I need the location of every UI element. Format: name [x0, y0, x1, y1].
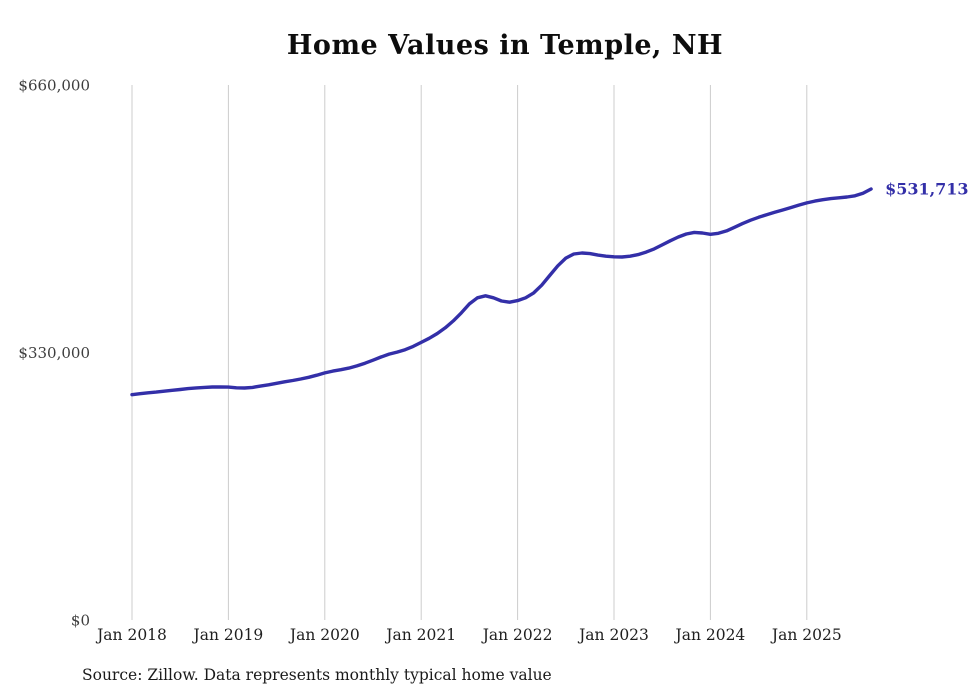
source-note: Source: Zillow. Data represents monthly …	[82, 666, 552, 684]
x-tick-label-jan-2022: Jan 2022	[481, 626, 553, 644]
current-value-label: $531,713	[885, 180, 969, 199]
x-tick-label-jan-2025: Jan 2025	[770, 626, 842, 644]
y-tick-label-330000: $330,000	[18, 344, 90, 362]
x-tick-label-jan-2023: Jan 2023	[577, 626, 649, 644]
x-tick-label-jan-2018: Jan 2018	[95, 626, 167, 644]
chart-title: Home Values in Temple, NH	[286, 30, 724, 61]
y-tick-label-660000: $660,000	[18, 76, 90, 94]
x-tick-label-jan-2024: Jan 2024	[673, 626, 745, 644]
x-tick-label-jan-2020: Jan 2020	[288, 626, 360, 644]
home-value-line	[130, 187, 873, 397]
y-tick-label-0: $0	[71, 611, 90, 629]
x-tick-label-jan-2019: Jan 2019	[191, 626, 263, 644]
x-tick-label-jan-2021: Jan 2021	[384, 626, 456, 644]
